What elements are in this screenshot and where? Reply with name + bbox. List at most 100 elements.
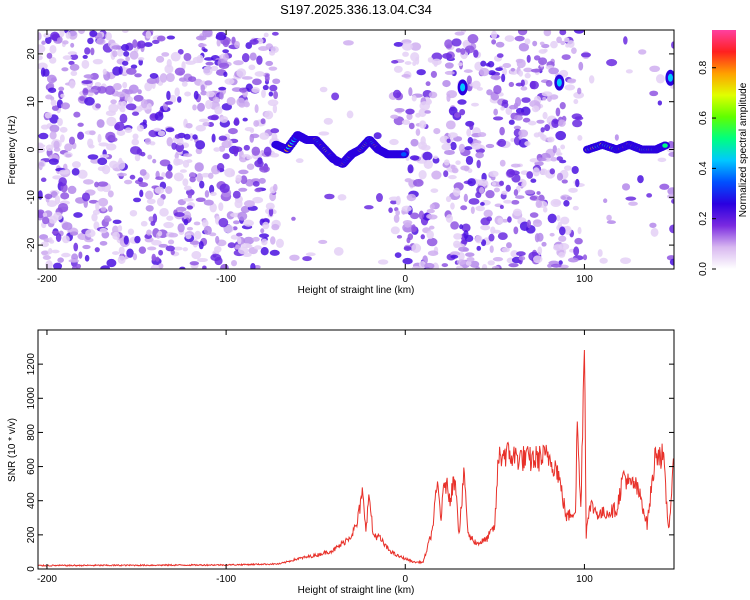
- spectrogram-cell: [496, 53, 504, 58]
- spectrogram-cell: [177, 223, 185, 233]
- spectrogram-cell: [183, 52, 192, 62]
- spectrogram-cell: [165, 72, 175, 83]
- spectrogram-cell: [524, 141, 531, 147]
- spectrogram-cell: [269, 84, 278, 92]
- spectrogram-cell: [556, 36, 562, 44]
- spectrogram-cell: [270, 236, 276, 245]
- spectrogram-cell: [231, 259, 237, 267]
- spectrogram-cell: [573, 246, 580, 256]
- spectrogram-cell: [67, 51, 78, 56]
- spectrogram-cell: [140, 151, 146, 157]
- spectrogram-cell: [558, 260, 563, 265]
- spectrogram-cell: [84, 96, 95, 106]
- spectrogram-cell: [547, 213, 557, 224]
- spectrogram-cell: [38, 44, 46, 54]
- spectrogram-cell: [183, 153, 193, 158]
- spectrogram-cell: [493, 84, 502, 95]
- spectrogram-cell: [130, 64, 138, 69]
- spectrogram-cell: [159, 208, 169, 217]
- spectrogram-cell: [170, 51, 181, 62]
- spectrogram-cell: [469, 121, 474, 131]
- spectrogram-cell: [81, 59, 90, 69]
- spectrogram-cell: [480, 239, 487, 247]
- spectrogram-cell: [89, 30, 98, 37]
- spectrogram-cell: [485, 62, 491, 67]
- spectrogram-cell: [259, 233, 270, 239]
- spectrogram-cell: [396, 235, 403, 239]
- spectrogram-cell: [237, 236, 242, 245]
- spectrogram-cell: [271, 133, 278, 141]
- spectrogram-cell: [134, 235, 141, 244]
- spectrogram-cell: [79, 96, 86, 101]
- spectrogram-cell: [502, 62, 512, 69]
- spectrogram-cell: [410, 138, 419, 147]
- spectrogram-cell: [106, 116, 117, 127]
- spectrogram-cell: [471, 102, 479, 107]
- spectrogram-cell: [513, 125, 522, 130]
- spectrogram-cell: [95, 103, 101, 109]
- spectrogram-cell: [240, 205, 250, 214]
- spectrogram-cell: [70, 70, 78, 76]
- spectrogram-cell: [467, 178, 476, 187]
- spectrogram-cell: [117, 225, 123, 232]
- spectrogram-cell: [96, 119, 105, 128]
- spectrogram-cell: [275, 238, 284, 249]
- spectrogram-cell: [173, 172, 184, 182]
- spectrogram-cell: [69, 231, 79, 236]
- spectrogram-cell: [134, 73, 142, 78]
- spectrogram-cell: [157, 130, 166, 137]
- spectrogram-cell: [53, 262, 63, 269]
- spectrogram-cell: [262, 84, 269, 91]
- spectrogram-cell: [163, 221, 174, 229]
- spectrogram-cell: [508, 104, 518, 110]
- spectrogram-cell: [420, 234, 425, 240]
- spectrogram-cell: [205, 61, 214, 66]
- spectrogram-cell: [492, 256, 504, 262]
- spectrogram-cell: [49, 131, 57, 140]
- spectrogram-cell: [588, 75, 595, 84]
- spectrogram-cell: [203, 199, 214, 206]
- spectrogram-cell: [539, 41, 545, 46]
- spectrogram-cell: [129, 174, 136, 180]
- spectrogram-cell: [510, 163, 521, 168]
- spectrogram-cell: [514, 114, 523, 121]
- spectrogram-cell: [68, 30, 78, 40]
- spectrogram-cell: [564, 84, 576, 91]
- spectrogram-cell: [552, 145, 557, 154]
- spectrogram-cell: [42, 212, 48, 218]
- spectrogram-cell: [546, 95, 552, 102]
- spectrogram-y-tick-label: -10: [26, 190, 37, 205]
- spectrogram-cell: [411, 243, 422, 253]
- spectrogram-cell: [491, 265, 500, 269]
- spectrogram-cell: [132, 253, 138, 261]
- spectrogram-cell: [475, 152, 484, 159]
- spectrogram-cell: [424, 110, 431, 114]
- spectrogram-cell: [402, 219, 413, 226]
- spectrogram-cell: [53, 140, 60, 149]
- spectrogram-cell: [156, 197, 165, 207]
- spectrogram-cell: [246, 155, 253, 160]
- spectrogram-cell: [408, 122, 415, 130]
- spectrogram-cell: [173, 157, 181, 166]
- spectrogram-cell: [69, 63, 80, 71]
- spectrogram-cell: [165, 127, 175, 133]
- spectrogram-cell: [499, 159, 506, 167]
- spectrogram-cell: [103, 215, 111, 223]
- spectrogram-cell: [265, 60, 274, 66]
- spectrogram-cell: [530, 178, 537, 183]
- spectrogram-cell: [455, 48, 462, 53]
- spectrogram-cell: [152, 158, 157, 164]
- spectrogram-cell: [375, 193, 383, 203]
- spectrogram-cell: [59, 134, 65, 143]
- spectrogram-cell: [556, 214, 561, 222]
- spectrogram-cell: [493, 187, 500, 193]
- spectrogram-cell: [407, 164, 414, 174]
- spectrogram-cell: [165, 170, 173, 179]
- spectrogram-cell: [192, 134, 198, 140]
- spectrogram-cell: [198, 241, 204, 250]
- spectrogram-cell: [669, 224, 674, 234]
- spectrogram-cell: [401, 42, 413, 51]
- spectrogram-cell: [87, 154, 99, 160]
- spectrogram-cell: [577, 87, 582, 95]
